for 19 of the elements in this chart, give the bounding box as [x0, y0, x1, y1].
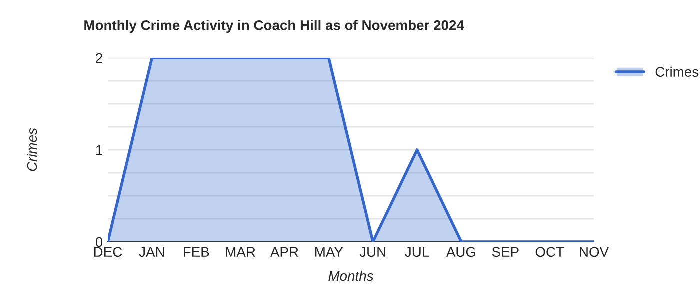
x-tick-label: SEP	[492, 247, 519, 258]
x-tick-label: APR	[270, 247, 298, 257]
y-axis-title: Crimes	[26, 128, 38, 172]
x-tick-label: OCT	[536, 247, 564, 258]
legend-label: Crimes	[656, 66, 699, 78]
x-tick-label: AUG	[446, 247, 476, 258]
x-tick-label: NOV	[580, 247, 609, 258]
y-tick-label: 2	[96, 53, 102, 64]
x-tick-label: JAN	[139, 247, 164, 258]
x-tick-label: FEB	[184, 247, 210, 257]
chart-title: Monthly Crime Activity in Coach Hill as of November 2024	[84, 20, 464, 34]
y-tick-label: 1	[96, 145, 102, 156]
x-tick-label: DEC	[94, 247, 122, 258]
x-tick-label: JUL	[405, 247, 430, 258]
x-tick-label: MAY	[316, 247, 344, 257]
x-axis-title: Months	[328, 270, 374, 282]
x-tick-label: JUN	[360, 247, 386, 258]
y-tick-label: 0	[96, 237, 103, 248]
x-tick-label: MAR	[226, 247, 256, 257]
